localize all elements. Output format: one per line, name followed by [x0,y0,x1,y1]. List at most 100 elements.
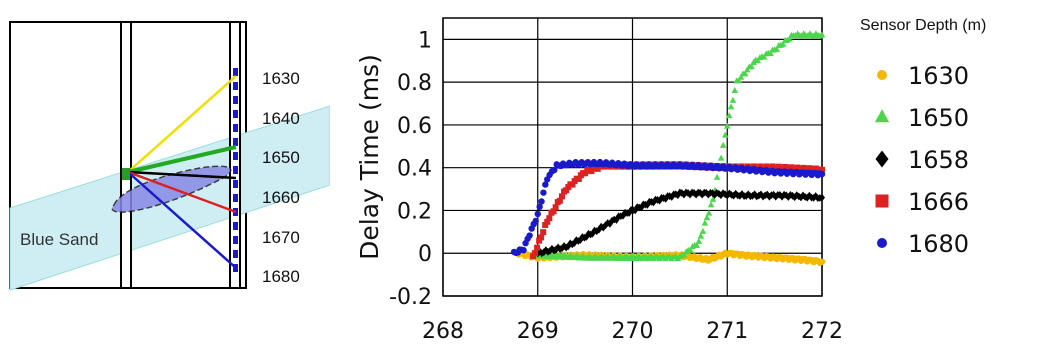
y-tick-label: 0.6 [397,114,432,139]
data-point [538,198,545,205]
data-point [748,63,755,70]
legend-label: 1658 [908,146,969,174]
data-point [713,173,721,180]
data-point [550,208,557,215]
data-point [552,204,559,211]
ray-1680 [127,171,237,269]
data-point [544,218,551,225]
legend-label: 1666 [908,188,969,216]
series-1658 [534,188,825,258]
legend-marker [874,109,890,123]
borehole-schematic: Blue Sand 1630 1640 1650 1660 1670 1680 [9,21,330,291]
data-point [668,193,675,201]
tick-labels: 268 269 270 271 272 -0.2 0 0.2 0.4 0.6 0.8 1 [389,28,843,344]
data-point [743,192,750,200]
y-tick-label: -0.2 [389,285,432,310]
ray-1666 [127,170,237,214]
y-tick-label: 0.4 [397,157,432,182]
y-axis-label: Delay Time (ms) [355,54,384,260]
data-point [751,190,758,199]
band-label: Blue Sand [20,230,98,249]
data-point [806,191,813,200]
data-point [719,141,727,148]
data-point [534,244,541,251]
data-point [767,50,774,57]
data-point [754,57,762,64]
data-point [556,197,563,204]
legend: Sensor Depth (m) 1630 1650 1658 1666 1680 [860,17,986,258]
data-point [575,175,582,182]
data-point [783,191,790,200]
data-point [577,236,584,244]
legend-item-1630: 1630 [877,62,969,90]
data-point [532,250,539,257]
depth-label-1650: 1650 [262,148,300,167]
data-point [709,195,717,202]
x-tick-label: 271 [706,319,748,344]
legend-label: 1650 [908,104,969,132]
y-tick-label: 1 [418,28,432,53]
data-point [819,193,825,202]
data-point [737,73,745,80]
depth-label-1670: 1670 [262,228,300,247]
data-point [680,190,687,199]
legend-item-1650: 1650 [874,104,969,132]
data-point [583,232,590,241]
data-point [678,189,685,197]
depth-label-1630: 1630 [262,69,300,88]
ray-1630 [127,75,237,173]
data-point [542,222,549,229]
data-point [773,45,781,52]
source-marker [122,168,130,180]
data-point [723,122,731,129]
data-point [693,241,701,248]
depth-label-1660: 1660 [262,188,300,207]
data-point [818,258,826,265]
source-well [120,21,132,289]
data-point [804,193,811,202]
depth-label-1640: 1640 [262,109,300,128]
x-tick-label: 270 [612,319,654,344]
data-point [626,209,633,217]
x-tick-label: 269 [517,319,559,344]
legend-label: 1680 [908,230,969,258]
data-point [707,201,715,208]
data-point [695,237,703,244]
x-tick-label: 268 [422,319,464,344]
data-point [693,190,700,199]
data-point [786,35,793,42]
data-point [699,190,706,199]
data-point [546,215,553,222]
data-point [542,181,549,188]
data-point [697,232,705,239]
depth-label-1680: 1680 [262,267,300,286]
data-point [680,251,688,258]
legend-title: Sensor Depth (m) [860,17,986,34]
ray-1658 [127,170,237,180]
data-point [818,31,826,38]
data-point [741,70,749,77]
data-point [732,189,739,198]
data-point [563,243,570,252]
data-point [703,214,711,221]
data-point [818,170,826,178]
data-point [526,232,533,239]
y-tick-label: 0.8 [397,71,432,96]
data-point [709,189,716,198]
data-point [536,203,543,211]
data-point [600,223,607,232]
data-point [650,198,657,207]
data-point [589,229,596,238]
data-point [561,242,568,250]
data-point [727,103,735,110]
data-point [772,192,779,201]
data-point [819,166,825,173]
data-point [711,191,718,199]
data-point [729,96,737,103]
series-layer [510,30,826,266]
data-point [563,187,570,194]
ray-1650 [127,145,237,174]
legend-marker [875,150,889,168]
data-point [595,225,602,234]
y-tick-label: 0 [418,242,432,267]
